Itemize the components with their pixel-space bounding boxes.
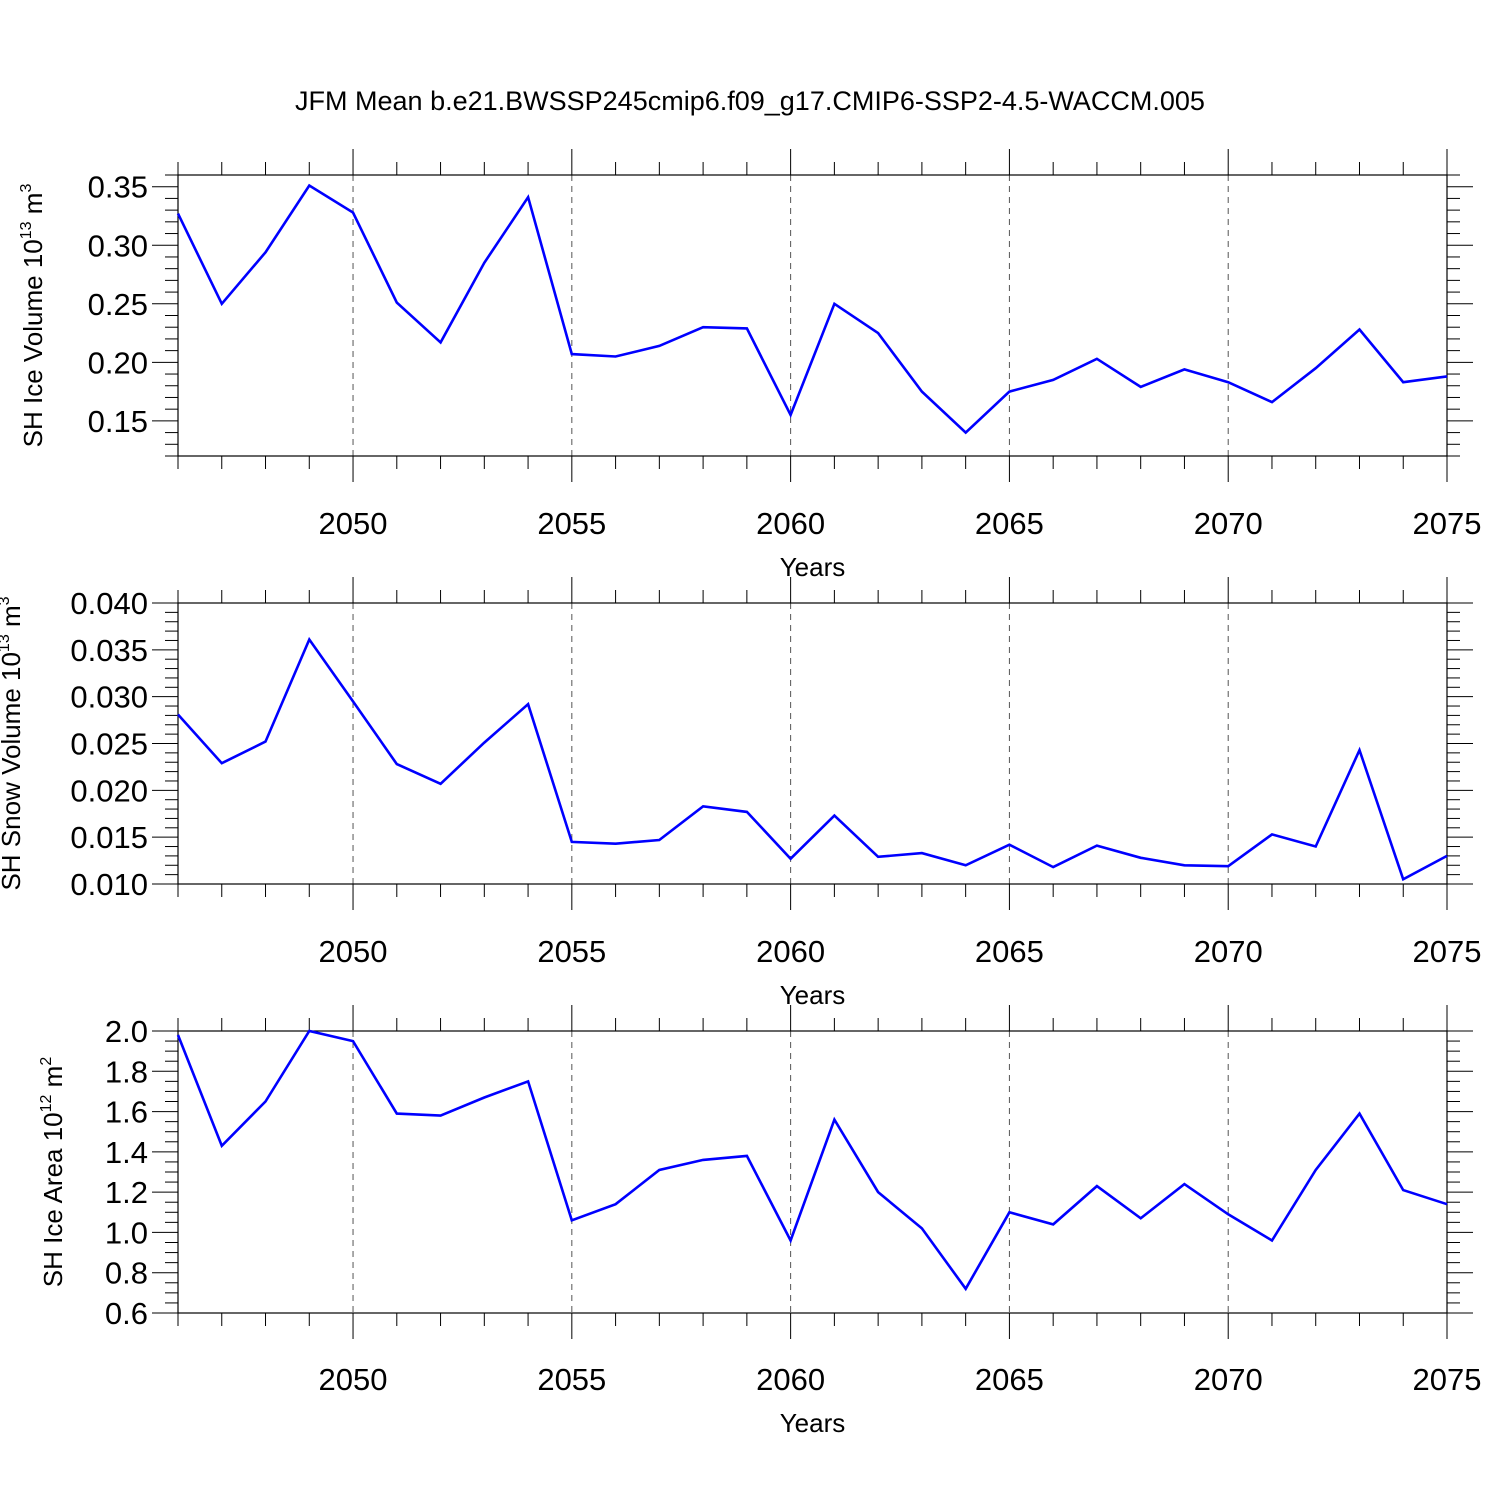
y-axis-label: SH Ice Area 1012 m2 <box>38 1057 68 1288</box>
x-tick-label: 2065 <box>975 1362 1044 1397</box>
plot-frame <box>177 602 1448 885</box>
chart-panel-1: 0.15 0.20 0.25 0.30 0.35 2050 2055 2060 2065 2070… <box>18 149 1481 582</box>
y-axis-label-part: 3 <box>18 184 35 193</box>
y-tick-label: 1.2 <box>105 1175 148 1210</box>
y-axis-label-part: SH Ice Volume 10 <box>18 239 48 447</box>
x-tick-label: 2055 <box>537 506 606 541</box>
chart-panel-2: 0.010 0.015 0.020 0.025 0.030 0.035 0.040 2050 2… <box>0 577 1481 1010</box>
y-axis-label-part: SH Ice Area 10 <box>38 1112 68 1287</box>
y-tick-label: 0.35 <box>88 170 148 205</box>
y-tick-label: 1.6 <box>105 1095 148 1130</box>
y-tick-label: 0.20 <box>88 345 148 380</box>
y-tick-label: 0.040 <box>70 586 148 621</box>
y-tick-label: 2.0 <box>105 1014 148 1049</box>
x-tick-label: 2070 <box>1194 934 1263 969</box>
x-tick-label: 2070 <box>1194 506 1263 541</box>
y-axis-label-part: 12 <box>38 1094 55 1112</box>
x-tick-label: 2050 <box>319 506 388 541</box>
y-axis-label: SH Ice Volume 1013 m3 <box>18 184 48 448</box>
x-tick-label: 2050 <box>319 934 388 969</box>
x-tick-label: 2065 <box>975 934 1044 969</box>
y-axis-label-part: 13 <box>0 634 13 652</box>
y-axis-label-part: SH Snow Volume 10 <box>0 652 26 890</box>
y-tick-label: 0.020 <box>70 773 148 808</box>
x-tick-label: 2060 <box>756 1362 825 1397</box>
series-line <box>176 183 1448 435</box>
y-tick-label: 1.4 <box>105 1135 148 1170</box>
y-tick-label: 0.035 <box>70 633 148 668</box>
y-axis-label-part: 3 <box>0 596 13 605</box>
series-line <box>177 636 1448 882</box>
x-axis-label: Years <box>780 980 846 1010</box>
x-tick-label: 2060 <box>756 934 825 969</box>
y-tick-label: 0.15 <box>88 404 148 439</box>
y-tick-label: 0.010 <box>70 867 148 902</box>
y-tick-label: 0.8 <box>105 1256 148 1291</box>
x-tick-label: 2070 <box>1194 1362 1263 1397</box>
chart-title: JFM Mean b.e21.BWSSP245cmip6.f09_g17.CMI… <box>295 86 1205 116</box>
y-axis-label-part: m <box>0 605 26 634</box>
series-line <box>176 1029 1448 1292</box>
x-tick-label: 2055 <box>537 934 606 969</box>
x-tick-label: 2060 <box>756 506 825 541</box>
y-axis-label-part: 13 <box>18 221 35 239</box>
x-tick-label: 2050 <box>319 1362 388 1397</box>
chart-panel-3: 0.6 0.8 1.0 1.2 1.4 1.6 1.8 2.0 2050 2055 2060 2065… <box>38 1005 1481 1438</box>
y-axis-label-part: m <box>18 193 48 222</box>
y-axis-label: SH Snow Volume 1013 m3 <box>0 596 26 890</box>
x-tick-label: 2075 <box>1413 934 1482 969</box>
y-tick-label: 0.025 <box>70 727 148 762</box>
x-axis-label: Years <box>780 552 846 582</box>
plot-frame <box>177 174 1448 457</box>
y-tick-label: 0.30 <box>88 228 148 263</box>
y-tick-label: 0.6 <box>105 1296 148 1331</box>
y-tick-label: 0.015 <box>70 820 148 855</box>
plot-frame <box>177 1030 1448 1314</box>
x-axis-label: Years <box>780 1408 846 1438</box>
x-tick-label: 2065 <box>975 506 1044 541</box>
y-tick-label: 0.25 <box>88 287 148 322</box>
y-tick-label: 0.030 <box>70 680 148 715</box>
y-axis-label-part: 2 <box>38 1057 55 1066</box>
x-tick-label: 2075 <box>1413 506 1482 541</box>
y-axis-label-part: m <box>38 1066 68 1095</box>
x-tick-label: 2075 <box>1413 1362 1482 1397</box>
y-tick-label: 1.8 <box>105 1054 148 1089</box>
x-tick-label: 2055 <box>537 1362 606 1397</box>
y-tick-label: 1.0 <box>105 1215 148 1250</box>
